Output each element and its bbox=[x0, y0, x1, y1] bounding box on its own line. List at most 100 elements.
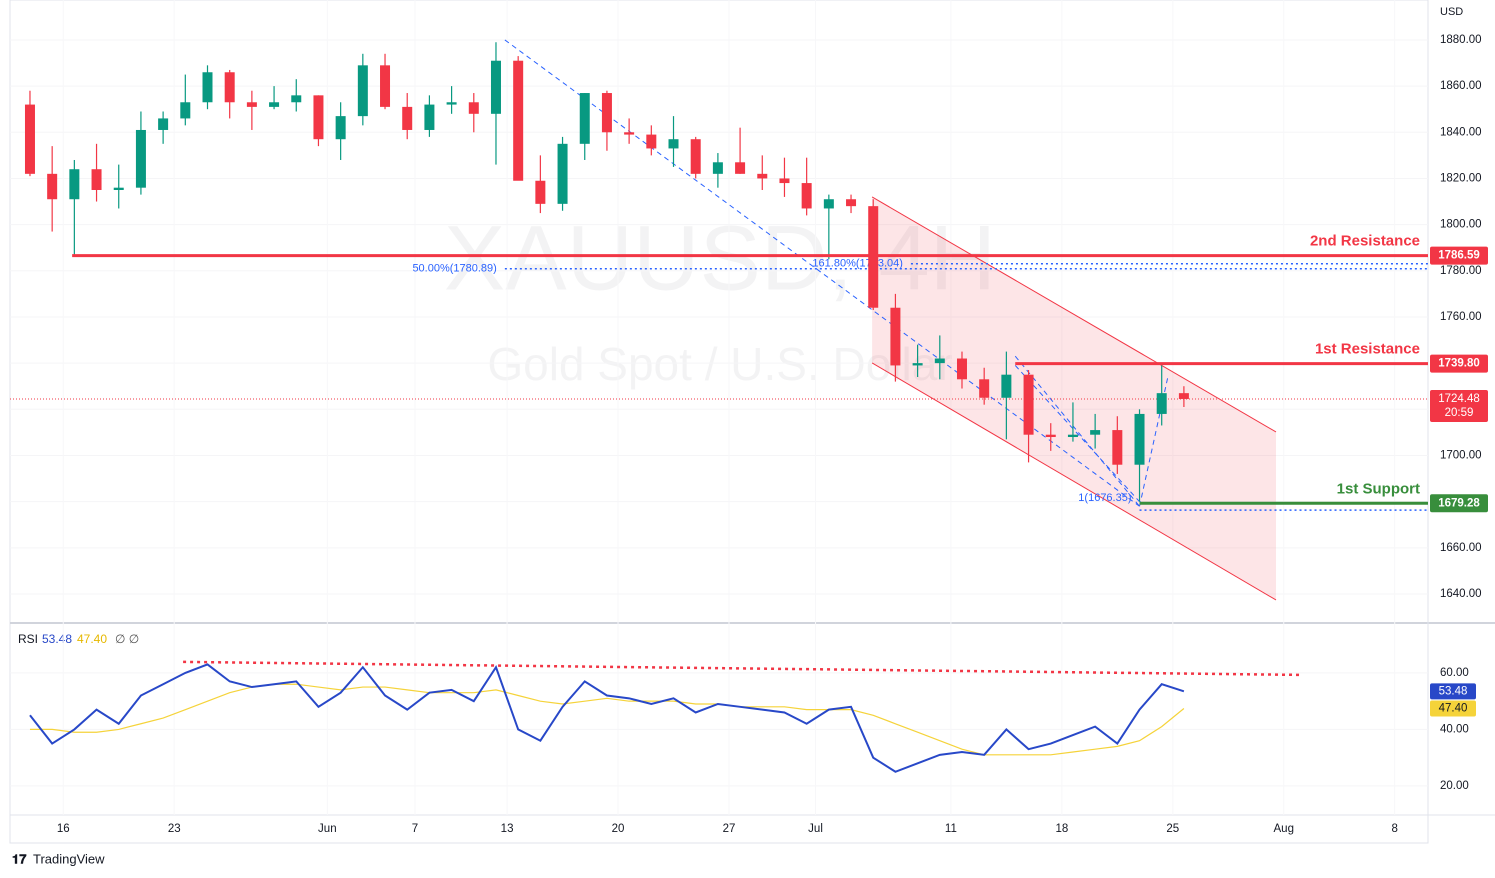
candle-body bbox=[135, 129, 146, 188]
candle-body bbox=[1023, 374, 1034, 435]
candle-body bbox=[180, 102, 191, 119]
y-tick-label: 1760.00 bbox=[1440, 311, 1482, 323]
candle-body bbox=[579, 93, 590, 144]
candle-body bbox=[91, 169, 102, 190]
candle-body bbox=[557, 143, 568, 204]
x-tick-label: 8 bbox=[1392, 823, 1398, 835]
candle-body bbox=[801, 183, 812, 209]
y-tick-label: 1840.00 bbox=[1440, 126, 1482, 138]
x-tick-label: 20 bbox=[612, 823, 625, 835]
trend-line bbox=[1014, 355, 1140, 507]
candle-body bbox=[1090, 430, 1101, 435]
x-tick-label: 13 bbox=[501, 823, 514, 835]
candle-body bbox=[535, 180, 546, 204]
candle-body bbox=[380, 65, 391, 107]
rsi-value: 53.48 bbox=[42, 632, 72, 646]
level-price: 1786.59 bbox=[1438, 250, 1480, 262]
rsi-ma-badge bbox=[1430, 700, 1476, 717]
fib-label: 50.00%(1780.89) bbox=[412, 263, 496, 275]
rsi-ma-value: 47.40 bbox=[77, 632, 107, 646]
candle-body bbox=[490, 60, 501, 114]
candle-body bbox=[1045, 434, 1056, 438]
candle-body bbox=[779, 178, 790, 184]
candle-body bbox=[513, 60, 524, 181]
rsi-title: RSI bbox=[18, 632, 38, 646]
rsi-tick-label: 20.00 bbox=[1440, 780, 1469, 792]
candle-body bbox=[1112, 430, 1123, 465]
rsi-extra: ∅ ∅ bbox=[115, 632, 139, 646]
candle-body bbox=[668, 139, 679, 149]
candle-body bbox=[47, 173, 58, 200]
candle-body bbox=[69, 169, 80, 200]
candle-body bbox=[1178, 393, 1189, 399]
candle-body bbox=[402, 106, 413, 130]
x-tick-label: Jul bbox=[808, 823, 823, 835]
y-tick-label: 1880.00 bbox=[1440, 34, 1482, 46]
y-tick-label: 1640.00 bbox=[1440, 588, 1482, 600]
candle-body bbox=[291, 95, 302, 103]
rsi-badge-value: 53.48 bbox=[1439, 685, 1468, 697]
candle-body bbox=[24, 104, 35, 174]
level-name: 1st Support bbox=[1337, 480, 1420, 497]
candle-body bbox=[224, 72, 235, 103]
candle-body bbox=[357, 65, 368, 117]
trend-line bbox=[1014, 365, 1140, 502]
rsi-badge bbox=[1430, 683, 1476, 700]
rsi-tick-label: 60.00 bbox=[1440, 667, 1469, 679]
brand: TradingView bbox=[33, 851, 105, 866]
currency: USD bbox=[1440, 6, 1463, 18]
candle-body bbox=[624, 132, 635, 135]
candle-body bbox=[735, 162, 746, 174]
x-tick-label: 25 bbox=[1166, 823, 1179, 835]
rsi-line bbox=[29, 663, 1185, 773]
level-name: 1st Resistance bbox=[1315, 341, 1420, 358]
x-tick-label: 18 bbox=[1055, 823, 1068, 835]
x-tick-label: Aug bbox=[1274, 823, 1294, 835]
candle-body bbox=[890, 307, 901, 366]
level-badge bbox=[1430, 494, 1488, 513]
channel-fill bbox=[872, 196, 1276, 600]
candle-body bbox=[846, 199, 857, 207]
level-price: 1739.80 bbox=[1438, 358, 1480, 370]
candle-body bbox=[646, 134, 657, 149]
rsi-ma-badge-value: 47.40 bbox=[1439, 703, 1468, 715]
x-tick-label: Jun bbox=[318, 823, 337, 835]
candle-body bbox=[269, 102, 280, 107]
candle-body bbox=[246, 102, 257, 107]
candle-body bbox=[313, 95, 324, 140]
candle-body bbox=[1156, 393, 1167, 414]
candle-body bbox=[202, 72, 213, 103]
level-badge bbox=[1430, 354, 1488, 373]
candle-body bbox=[1067, 434, 1078, 438]
y-tick-label: 1820.00 bbox=[1440, 172, 1482, 184]
candle-body bbox=[757, 173, 768, 179]
candle-body bbox=[335, 116, 346, 140]
candle-body bbox=[956, 358, 967, 380]
last-price: 1724.48 bbox=[1438, 393, 1480, 405]
x-tick-label: 11 bbox=[945, 823, 957, 835]
brand-logo: 𝟏𝟕 bbox=[12, 851, 27, 866]
y-tick-label: 1700.00 bbox=[1440, 450, 1482, 462]
level-name: 2nd Resistance bbox=[1310, 233, 1420, 250]
x-tick-label: 27 bbox=[723, 823, 736, 835]
fib-label: 1(1676.35) bbox=[1078, 492, 1131, 504]
rsi-ma-line bbox=[29, 683, 1185, 756]
candle-body bbox=[158, 118, 169, 130]
candle-body bbox=[113, 187, 124, 190]
candle-body bbox=[601, 93, 612, 133]
last-price-badge bbox=[1430, 389, 1488, 422]
candle-body bbox=[690, 139, 701, 174]
candle-body bbox=[446, 102, 457, 105]
candle-body bbox=[912, 363, 923, 366]
candle-body bbox=[468, 102, 479, 114]
y-tick-label: 1780.00 bbox=[1440, 265, 1482, 277]
fib-label: 161.80%(1783.04) bbox=[812, 258, 903, 270]
countdown: 20:59 bbox=[1445, 407, 1474, 419]
x-tick-label: 16 bbox=[57, 823, 70, 835]
x-tick-label: 7 bbox=[412, 823, 418, 835]
candle-body bbox=[712, 162, 723, 174]
y-tick-label: 1660.00 bbox=[1440, 542, 1482, 554]
candle-body bbox=[823, 199, 834, 209]
rsi-tick-label: 40.00 bbox=[1440, 723, 1469, 735]
